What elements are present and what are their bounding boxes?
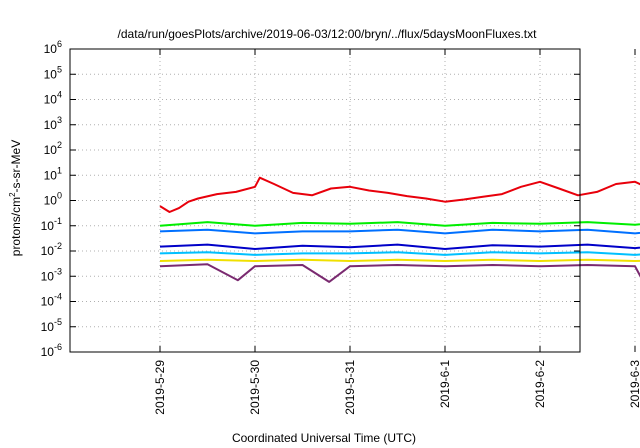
series-lines <box>159 176 640 283</box>
axis-ticks: 10-6 10-5 10-4 10-3 10-2 10-1 100 101 102 103 104 1… <box>41 39 640 415</box>
series-line <box>159 258 640 262</box>
y-tick-label: 102 <box>44 140 62 157</box>
y-tick-label: 10-1 <box>41 216 62 233</box>
y-tick-label: 104 <box>44 90 62 107</box>
x-tick-label: 2019-5-29 <box>153 360 167 415</box>
x-axis-label: Coordinated Universal Time (UTC) <box>232 431 416 445</box>
y-tick-label: 10-5 <box>41 317 62 334</box>
x-tick-label: 2019-5-31 <box>343 360 357 415</box>
y-tick-label: 10-3 <box>41 266 62 283</box>
series-line <box>159 228 640 235</box>
y-tick-label: 100 <box>44 191 62 208</box>
x-tick-label: 2019-6-3 <box>628 360 640 408</box>
series-line <box>159 251 640 256</box>
grid <box>70 49 636 352</box>
x-tick-label: 2019-6-2 <box>533 360 547 408</box>
y-tick-label: 10-6 <box>41 342 62 359</box>
y-tick-label: 106 <box>44 39 62 56</box>
y-tick-label: 105 <box>44 64 62 81</box>
series-line <box>159 221 640 227</box>
y-tick-label: 10-4 <box>41 292 62 309</box>
series-line <box>159 263 640 283</box>
chart-title: /data/run/goesPlots/archive/2019-06-03/1… <box>118 27 538 41</box>
y-tick-label: 103 <box>44 115 62 132</box>
series-line <box>159 243 640 250</box>
series-line <box>159 176 640 213</box>
x-tick-label: 2019-5-30 <box>248 360 262 415</box>
y-tick-label: 10-2 <box>41 241 62 258</box>
y-tick-label: 101 <box>44 165 62 182</box>
x-tick-label: 2019-6-1 <box>438 360 452 408</box>
y-axis-label: protons/cm2-s-sr-MeV <box>8 140 23 256</box>
